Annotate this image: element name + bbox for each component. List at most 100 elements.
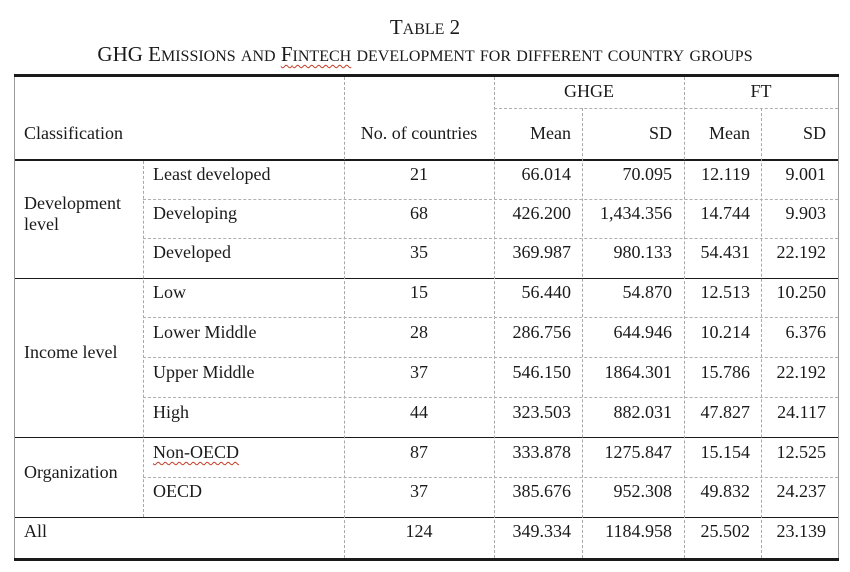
right-border xyxy=(838,77,839,558)
ghge-sd-cell: 1,434.356 xyxy=(600,203,672,223)
ft-sd-cell: 9.903 xyxy=(785,203,827,223)
ft-sd-cell: 6.376 xyxy=(785,322,827,342)
ft-sd-cell: 24.117 xyxy=(777,402,826,422)
title-word: country xyxy=(607,48,685,65)
header-ghge-mean: Mean xyxy=(530,123,571,143)
ft-sd-cell: 24.237 xyxy=(776,481,827,501)
title-word: GHG xyxy=(97,42,143,66)
ghge-sd-cell: 980.133 xyxy=(613,242,673,262)
title-word: Fintech xyxy=(280,42,352,66)
ghge-mean-cell: 369.987 xyxy=(512,242,572,262)
row-separator xyxy=(143,317,838,318)
ft-mean-cell: 15.154 xyxy=(700,442,751,462)
ghge-mid-divider xyxy=(582,108,583,558)
all-row-ft-mean: 25.502 xyxy=(700,521,751,541)
ft-sd-cell: 22.192 xyxy=(776,362,827,382)
group3-rule xyxy=(14,517,839,518)
row-separator xyxy=(143,477,838,478)
all-row-ft-sd: 23.139 xyxy=(776,521,827,541)
group-label-development: Development level xyxy=(24,193,121,235)
group-label-organization: Organization xyxy=(24,462,118,482)
ft-mean-cell: 54.431 xyxy=(700,242,751,262)
ft-sd-cell: 10.250 xyxy=(776,282,827,302)
all-row-ghge-mean: 349.334 xyxy=(512,521,572,541)
table-title: GHG Emissions and Fintech development fo… xyxy=(0,42,850,67)
count-cell: 28 xyxy=(410,322,428,342)
count-cell: 37 xyxy=(410,481,428,501)
subcategory-cell: Non-OECD xyxy=(153,442,239,462)
count-cell: 15 xyxy=(410,282,428,302)
ghge-mean-cell: 385.676 xyxy=(512,481,572,501)
subcategory-cell: Lower Middle xyxy=(153,322,257,342)
ghge-mean-cell: 56.440 xyxy=(521,282,572,302)
count-cell: 35 xyxy=(410,242,428,262)
ft-sd-cell: 22.192 xyxy=(776,242,827,262)
ghge-mean-cell: 546.150 xyxy=(512,362,572,382)
ghge-sd-cell: 882.031 xyxy=(613,402,673,422)
header-ft-mean: Mean xyxy=(709,123,750,143)
subcategory-cell: Developing xyxy=(153,203,237,223)
count-cell: 37 xyxy=(410,362,428,382)
top-rule xyxy=(14,74,839,77)
ghge-mean-cell: 66.014 xyxy=(521,164,572,184)
all-row-ghge-sd: 1184.958 xyxy=(605,521,672,541)
subcategory-cell: OECD xyxy=(153,481,202,501)
title-word: different xyxy=(516,48,603,65)
ft-mean-cell: 14.744 xyxy=(700,203,751,223)
ft-mean-cell: 49.832 xyxy=(700,481,751,501)
row-separator xyxy=(143,357,838,358)
title-word: groups xyxy=(689,48,753,65)
ghge-mean-cell: 426.200 xyxy=(512,203,572,223)
subcategory-cell: Upper Middle xyxy=(153,362,255,382)
header-ghge: GHGE xyxy=(564,81,614,101)
group-label-line: Development xyxy=(24,193,121,213)
header-count: No. of countries xyxy=(360,123,478,143)
count-cell: 21 xyxy=(410,164,428,184)
title-word: development xyxy=(356,48,475,65)
group2-rule xyxy=(14,437,839,438)
title-word: for xyxy=(479,48,512,65)
group-label-income: Income level xyxy=(24,342,118,362)
header-rule xyxy=(14,159,839,161)
ft-mean-cell: 47.827 xyxy=(700,402,751,422)
ghge-sd-cell: 1275.847 xyxy=(604,442,673,462)
count-cell: 68 xyxy=(410,203,428,223)
ghge-sd-cell: 952.308 xyxy=(613,481,673,501)
ghge-sd-cell: 54.870 xyxy=(622,282,673,302)
ghge-sd-cell: 70.095 xyxy=(622,164,673,184)
title-word: and xyxy=(240,48,276,65)
all-row-count: 124 xyxy=(405,521,433,541)
header-ft-sd: SD xyxy=(802,123,826,143)
ft-sd-cell: 9.001 xyxy=(785,164,827,184)
left-border xyxy=(14,77,15,558)
row-separator xyxy=(143,397,838,398)
row-separator xyxy=(143,238,838,239)
group-label-line: level xyxy=(24,214,59,234)
ghge-mean-cell: 333.878 xyxy=(512,442,572,462)
subheader-line xyxy=(494,108,838,109)
ghge-mean-cell: 323.503 xyxy=(512,402,572,422)
table-word-initial: T xyxy=(389,15,403,39)
subcategory-cell: Low xyxy=(153,282,186,302)
table-number: 2 xyxy=(449,15,461,39)
ft-mean-cell: 12.119 xyxy=(701,164,750,184)
ft-mean-cell: 10.214 xyxy=(700,322,751,342)
ghge-sd-cell: 1864.301 xyxy=(604,362,673,382)
ghge-sd-cell: 644.946 xyxy=(613,322,673,342)
header-classification: Classification xyxy=(24,123,123,143)
ft-mean-cell: 12.513 xyxy=(700,282,751,302)
ghge-mean-cell: 286.756 xyxy=(512,322,572,342)
header-ft: FT xyxy=(750,81,772,101)
row-separator xyxy=(143,199,838,200)
table-word-rest: able xyxy=(402,21,445,38)
bottom-rule xyxy=(14,558,839,561)
ft-sd-cell: 12.525 xyxy=(776,442,827,462)
subcategory-cell: Developed xyxy=(153,242,231,262)
header-ghge-sd: SD xyxy=(648,123,672,143)
ft-mid-divider xyxy=(761,108,762,558)
all-row-label: All xyxy=(24,521,48,541)
group1-rule xyxy=(14,278,839,279)
subcat-divider xyxy=(143,161,144,517)
count-cell: 87 xyxy=(410,442,428,462)
subcategory-cell: High xyxy=(153,402,189,422)
